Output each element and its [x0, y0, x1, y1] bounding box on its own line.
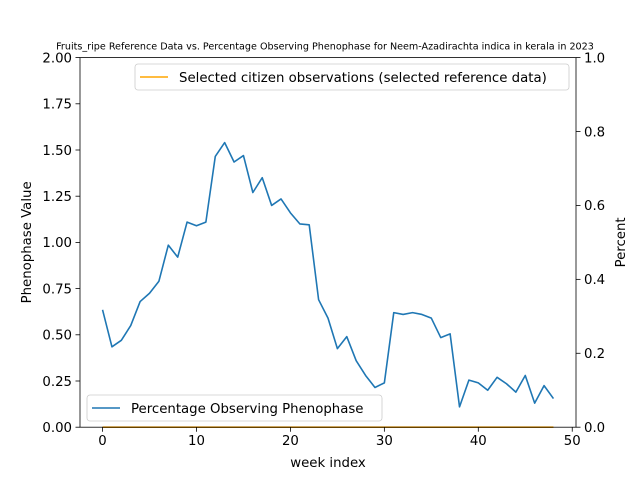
legend-lower-left: Percentage Observing Phenophase — [86, 394, 383, 422]
legend-top-right: Selected citizen observations (selected … — [134, 63, 570, 91]
x-tick-label: 0 — [98, 434, 106, 449]
y-right-tick-label: 0.4 — [584, 273, 605, 288]
y-left-tick-label: 0.75 — [42, 282, 72, 297]
legend-lower-left-label: Percentage Observing Phenophase — [131, 402, 363, 417]
x-tick-label: 40 — [470, 434, 487, 449]
y-left-tick-label: 2.00 — [42, 51, 72, 66]
y-left-tick-label: 1.25 — [42, 190, 72, 205]
y-right-tick-label: 0.2 — [584, 347, 605, 362]
y-left-tick-label: 0.50 — [42, 329, 72, 344]
y-axis-left-label: Phenophase Value — [20, 181, 35, 303]
y-axis-right-label: Percent — [614, 217, 629, 267]
plot-frame — [79, 57, 577, 428]
y-right-tick-label: 1.0 — [584, 51, 605, 66]
x-tick-label: 30 — [376, 434, 393, 449]
legend-top-right-box — [134, 63, 570, 91]
y-left-tick-label: 0.00 — [42, 421, 72, 436]
x-axis: 0 10 20 30 40 50 — [98, 427, 581, 449]
x-tick-label: 20 — [282, 434, 299, 449]
y-left-tick-label: 1.00 — [42, 236, 72, 251]
x-tick-label: 50 — [564, 434, 581, 449]
y-left-tick-label: 1.75 — [42, 98, 72, 113]
y-right-tick-label: 0.8 — [584, 125, 605, 140]
y-axis-left: 0.00 0.25 0.50 0.75 1.00 1.25 1.50 1.75 2.00 — [42, 51, 80, 436]
x-axis-label: week index — [290, 456, 366, 471]
legend-lower-left-box — [86, 394, 383, 422]
x-tick-label: 10 — [188, 434, 205, 449]
chart-title: Fruits_ripe Reference Data vs. Percentag… — [56, 42, 594, 53]
series-line-0 — [101, 141, 555, 408]
y-left-tick-label: 1.50 — [42, 144, 72, 159]
legend-top-right-label: Selected citizen observations (selected … — [179, 71, 547, 86]
y-axis-right: 0.0 0.2 0.4 0.6 0.8 1.0 — [576, 51, 605, 436]
y-left-tick-label: 0.25 — [42, 375, 72, 390]
y-right-tick-label: 0.0 — [584, 421, 605, 436]
y-right-tick-label: 0.6 — [584, 199, 605, 214]
